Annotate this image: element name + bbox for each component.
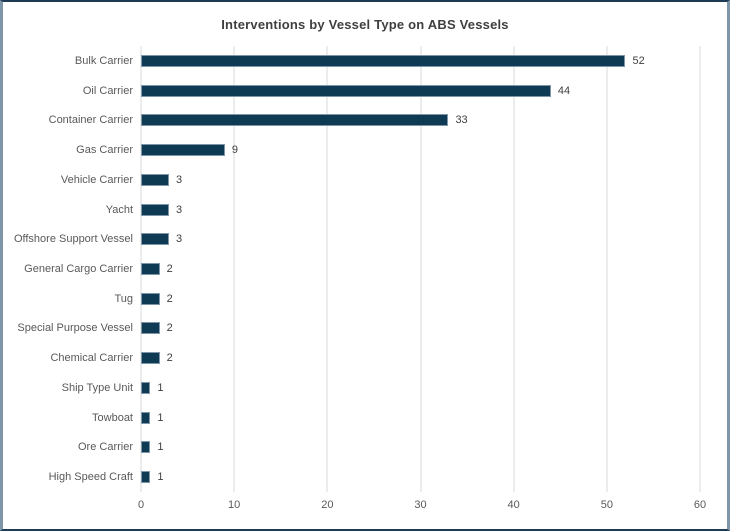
value-label: 2 bbox=[166, 352, 173, 365]
category-label: High Speed Craft bbox=[48, 471, 133, 484]
bar bbox=[141, 292, 160, 305]
bar-row: Vehicle Carrier 3 bbox=[3, 165, 727, 195]
category-label: Oil Carrier bbox=[82, 84, 133, 97]
value-label: 2 bbox=[166, 263, 173, 275]
bar-row: Towboat 1 bbox=[3, 403, 727, 433]
category-label: Gas Carrier bbox=[76, 144, 133, 157]
category-label: Offshore Support Vessel bbox=[13, 233, 133, 246]
category-label: Towboat bbox=[92, 411, 133, 424]
bar bbox=[141, 114, 449, 127]
value-label: 3 bbox=[175, 233, 183, 246]
bar-track: 1 bbox=[141, 433, 700, 463]
bar-track: 1 bbox=[141, 373, 700, 403]
bar-track: 1 bbox=[141, 462, 700, 492]
bar-track: 1 bbox=[141, 403, 700, 433]
value-label: 2 bbox=[166, 322, 173, 335]
bar-track: 3 bbox=[141, 165, 700, 195]
bar-row: Gas Carrier 9 bbox=[3, 135, 727, 165]
value-label: 3 bbox=[175, 173, 183, 186]
chart-title: Interventions by Vessel Type on ABS Vess… bbox=[221, 16, 509, 32]
bar-row: Bulk Carrier 52 bbox=[3, 46, 727, 76]
x-axis: 0 10 20 30 40 50 60 bbox=[137, 492, 706, 518]
x-tick-label: 30 bbox=[414, 499, 427, 511]
bar-rows: Bulk Carrier 52 Oil Carrier 44 Container Car… bbox=[3, 46, 727, 492]
category-label: Yacht bbox=[105, 203, 133, 216]
bar-track: 44 bbox=[141, 76, 700, 106]
category-label: Chemical Carrier bbox=[50, 352, 133, 365]
x-tick-label: 60 bbox=[693, 499, 707, 511]
bar bbox=[141, 84, 551, 97]
bar-row: Ore Carrier 1 bbox=[3, 433, 727, 463]
value-label: 9 bbox=[231, 144, 238, 157]
value-label: 33 bbox=[455, 114, 468, 127]
bar bbox=[141, 144, 225, 157]
plot-area: Bulk Carrier 52 Oil Carrier 44 Container Car… bbox=[3, 46, 727, 492]
bar-row: Ship Type Unit 1 bbox=[3, 373, 727, 403]
bar bbox=[141, 381, 151, 394]
bar bbox=[141, 352, 160, 365]
value-label: 1 bbox=[157, 471, 164, 484]
bar bbox=[141, 54, 626, 67]
bar-track: 2 bbox=[141, 284, 700, 314]
x-tick-label: 0 bbox=[137, 499, 145, 511]
bar-row: Container Carrier 33 bbox=[3, 105, 727, 135]
bar-track: 2 bbox=[141, 343, 700, 373]
bar-track: 33 bbox=[141, 105, 700, 135]
bar-track: 2 bbox=[141, 254, 700, 284]
category-label: Bulk Carrier bbox=[74, 54, 133, 67]
category-label: General Cargo Carrier bbox=[24, 263, 133, 275]
value-label: 2 bbox=[166, 292, 173, 305]
bar bbox=[141, 471, 151, 484]
x-tick-label: 10 bbox=[228, 499, 241, 511]
value-label: 44 bbox=[557, 84, 571, 97]
value-label: 1 bbox=[157, 441, 164, 454]
category-label: Ship Type Unit bbox=[61, 381, 133, 394]
category-label: Tug bbox=[114, 292, 133, 305]
bar bbox=[141, 322, 160, 335]
bar-track: 2 bbox=[141, 314, 700, 344]
bar-row: Oil Carrier 44 bbox=[3, 76, 727, 106]
category-label: Container Carrier bbox=[48, 114, 133, 127]
bar-row: Special Purpose Vessel 2 bbox=[3, 314, 727, 344]
value-label: 3 bbox=[175, 203, 183, 216]
bar-track: 3 bbox=[141, 195, 700, 225]
bar bbox=[141, 233, 169, 246]
bar bbox=[141, 173, 169, 186]
bar-track: 3 bbox=[141, 224, 700, 254]
value-label: 1 bbox=[157, 411, 164, 424]
x-tick-label: 40 bbox=[507, 499, 520, 511]
value-label: 52 bbox=[632, 54, 645, 67]
category-label: Vehicle Carrier bbox=[60, 173, 133, 186]
x-tick-label: 20 bbox=[321, 499, 334, 511]
category-label: Ore Carrier bbox=[77, 441, 133, 454]
value-label: 1 bbox=[157, 381, 164, 394]
category-label: Special Purpose Vessel bbox=[17, 322, 133, 335]
bar bbox=[141, 203, 169, 216]
bar-row: Offshore Support Vessel 3 bbox=[3, 224, 727, 254]
bar bbox=[141, 263, 160, 275]
bar bbox=[141, 411, 151, 424]
bar-track: 52 bbox=[141, 46, 700, 76]
x-tick-label: 50 bbox=[600, 499, 613, 511]
bar-row: General Cargo Carrier 2 bbox=[3, 254, 727, 284]
bar-track: 9 bbox=[141, 135, 700, 165]
bar bbox=[141, 441, 151, 454]
bar-row: Yacht 3 bbox=[3, 195, 727, 225]
bar-row: Tug 2 bbox=[3, 284, 727, 314]
bar-row: High Speed Craft 1 bbox=[3, 462, 727, 492]
bar-row: Chemical Carrier 2 bbox=[3, 343, 727, 373]
